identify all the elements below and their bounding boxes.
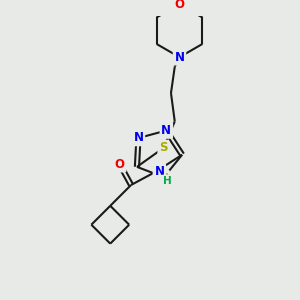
Text: N: N — [161, 124, 171, 137]
Text: S: S — [160, 172, 168, 185]
Text: N: N — [134, 131, 143, 145]
Text: N: N — [175, 51, 184, 64]
Text: S: S — [159, 141, 168, 154]
Text: O: O — [175, 0, 184, 11]
Text: O: O — [115, 158, 125, 171]
Text: H: H — [163, 176, 171, 186]
Text: N: N — [154, 165, 164, 178]
